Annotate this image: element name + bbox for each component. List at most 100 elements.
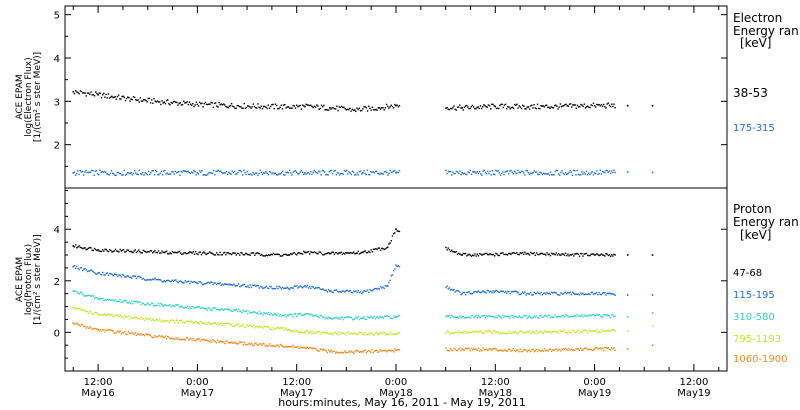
data-point bbox=[599, 293, 602, 296]
data-point bbox=[387, 174, 389, 176]
data-point bbox=[292, 315, 294, 318]
data-point bbox=[304, 285, 306, 287]
data-point bbox=[524, 251, 526, 253]
data-point bbox=[512, 173, 515, 175]
data-point bbox=[350, 350, 353, 352]
data-point bbox=[205, 103, 208, 106]
data-point bbox=[77, 246, 79, 248]
data-point bbox=[215, 170, 217, 172]
data-point bbox=[451, 314, 453, 317]
data-point bbox=[79, 267, 82, 269]
data-point bbox=[591, 314, 593, 316]
legend-title: Energy ran bbox=[733, 24, 799, 38]
data-point bbox=[148, 318, 150, 321]
data-point bbox=[332, 107, 335, 109]
data-point bbox=[451, 349, 453, 351]
data-point bbox=[179, 102, 181, 104]
data-point bbox=[132, 317, 134, 320]
data-point bbox=[141, 302, 143, 304]
data-point bbox=[298, 173, 300, 175]
data-point bbox=[240, 285, 242, 287]
data-point bbox=[560, 330, 562, 332]
data-point bbox=[256, 325, 258, 328]
data-point bbox=[255, 285, 257, 288]
data-point bbox=[576, 169, 578, 172]
data-point bbox=[281, 286, 284, 289]
data-point bbox=[583, 314, 585, 316]
data-point bbox=[491, 348, 494, 350]
data-point bbox=[538, 173, 540, 176]
data-point bbox=[219, 251, 221, 254]
data-point bbox=[377, 316, 379, 318]
data-point bbox=[204, 101, 207, 104]
data-point bbox=[169, 280, 171, 283]
data-point bbox=[386, 315, 388, 317]
data-point bbox=[219, 104, 221, 106]
data-point bbox=[509, 170, 511, 172]
data-point bbox=[353, 333, 355, 335]
data-point bbox=[369, 173, 371, 176]
data-point bbox=[563, 104, 565, 107]
data-point bbox=[254, 254, 256, 256]
data-point bbox=[488, 291, 491, 293]
data-point bbox=[280, 255, 283, 257]
data-point bbox=[471, 348, 474, 351]
data-point bbox=[560, 254, 562, 256]
data-point bbox=[372, 109, 375, 111]
data-point bbox=[262, 255, 264, 257]
data-point bbox=[72, 245, 75, 247]
data-point bbox=[567, 291, 569, 294]
data-point bbox=[494, 316, 496, 319]
data-point bbox=[345, 109, 348, 111]
data-point bbox=[482, 253, 484, 256]
data-point bbox=[167, 99, 169, 101]
data-point bbox=[394, 170, 396, 172]
data-point bbox=[518, 331, 520, 333]
data-point bbox=[152, 169, 154, 172]
data-point bbox=[476, 291, 478, 293]
data-point bbox=[496, 290, 499, 292]
data-point bbox=[530, 172, 532, 174]
data-point bbox=[163, 304, 166, 307]
data-point bbox=[197, 282, 199, 285]
data-point bbox=[569, 103, 572, 105]
data-point bbox=[601, 170, 604, 173]
data-point bbox=[505, 332, 508, 335]
data-point bbox=[597, 348, 599, 350]
data-point bbox=[561, 170, 563, 172]
data-point bbox=[337, 253, 339, 255]
data-point bbox=[481, 174, 483, 176]
data-point bbox=[84, 171, 86, 173]
data-point bbox=[321, 169, 324, 172]
data-point bbox=[568, 255, 570, 257]
data-point bbox=[167, 319, 169, 322]
data-point bbox=[298, 313, 300, 315]
data-point bbox=[103, 299, 105, 302]
data-point bbox=[348, 316, 350, 318]
data-point bbox=[290, 345, 292, 348]
data-point bbox=[445, 332, 447, 335]
data-point bbox=[307, 171, 310, 174]
data-point bbox=[98, 313, 100, 316]
data-point bbox=[543, 173, 546, 175]
data-point bbox=[229, 309, 232, 312]
data-point bbox=[183, 282, 185, 284]
data-point bbox=[298, 331, 300, 333]
data-point bbox=[542, 350, 545, 353]
data-point bbox=[548, 348, 551, 351]
data-point bbox=[111, 329, 113, 332]
data-point bbox=[517, 316, 519, 318]
data-point bbox=[473, 254, 475, 257]
data-point bbox=[292, 344, 294, 347]
data-point bbox=[476, 253, 478, 255]
data-point bbox=[455, 349, 458, 352]
data-point bbox=[470, 347, 473, 350]
data-point bbox=[386, 171, 388, 174]
data-point bbox=[311, 173, 313, 176]
data-point bbox=[145, 317, 147, 319]
data-point bbox=[158, 334, 161, 337]
data-point bbox=[85, 95, 87, 97]
data-point bbox=[547, 292, 549, 295]
data-point bbox=[389, 350, 391, 352]
data-point bbox=[140, 100, 143, 102]
